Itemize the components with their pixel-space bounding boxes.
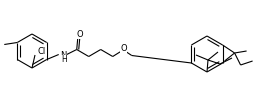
Text: H: H: [61, 55, 67, 64]
Text: O: O: [77, 30, 83, 39]
Text: Cl: Cl: [38, 47, 46, 55]
Text: O: O: [120, 44, 127, 53]
Text: N: N: [60, 51, 67, 60]
